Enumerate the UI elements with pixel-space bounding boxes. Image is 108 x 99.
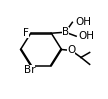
Text: Br: Br [24, 65, 35, 75]
Text: F: F [23, 28, 29, 38]
Text: OH: OH [75, 17, 91, 27]
Text: B: B [62, 27, 69, 37]
Text: OH: OH [79, 31, 95, 41]
Text: O: O [67, 45, 75, 56]
